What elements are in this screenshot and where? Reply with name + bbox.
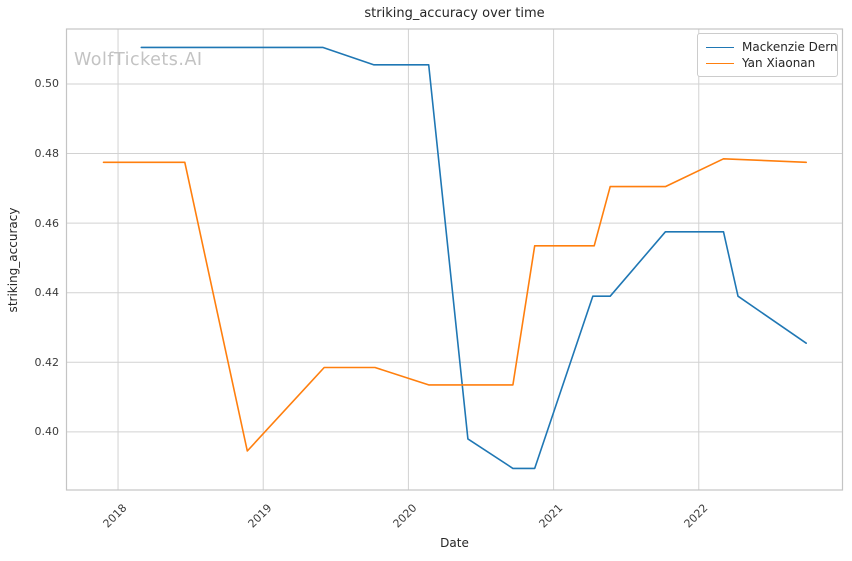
y-tick-label: 0.48	[34, 147, 60, 161]
x-axis-label: Date	[440, 536, 469, 550]
y-tick-label: 0.50	[34, 77, 60, 91]
series-line-mackenzie-dern	[140, 46, 808, 470]
y-tick-label: 0.40	[34, 425, 60, 439]
series-line-yan-xiaonan	[102, 158, 808, 452]
y-tick-label: 0.42	[34, 355, 60, 369]
legend-line-swatch-mackenzie-dern	[706, 46, 734, 48]
legend-label: Yan Xiaonan	[742, 56, 816, 70]
y-axis-label: striking_accuracy	[6, 207, 20, 313]
y-tick-label: 0.44	[34, 286, 60, 300]
plot-border	[65, 28, 844, 491]
legend: Mackenzie Dern Yan Xiaonan	[697, 33, 838, 77]
legend-item: Yan Xiaonan	[706, 55, 829, 71]
watermark: WolfTickets.AI	[74, 50, 203, 70]
legend-label: Mackenzie Dern	[742, 40, 838, 54]
legend-line-swatch-yan-xiaonan	[706, 62, 734, 64]
legend-item: Mackenzie Dern	[706, 39, 838, 55]
chart-title: striking_accuracy over time	[364, 6, 545, 21]
y-tick-label: 0.46	[34, 216, 60, 230]
